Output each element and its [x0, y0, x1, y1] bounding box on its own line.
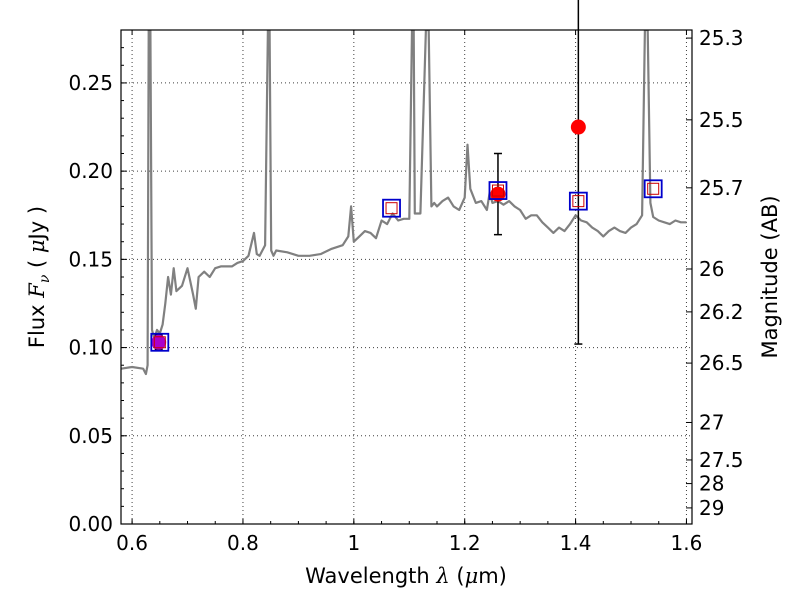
- y-tick-label: 0.15: [68, 247, 113, 271]
- y-tick-label: 0.00: [68, 512, 113, 536]
- x-tick-label: 1.6: [671, 531, 703, 555]
- mag-tick-label: 27.5: [699, 448, 744, 472]
- mag-tick-label: 26.5: [699, 351, 744, 375]
- mag-tick-label: 28: [699, 472, 724, 496]
- mag-tick-label: 25.7: [699, 176, 744, 200]
- model-photometry-square: [382, 198, 401, 218]
- plot-area: [121, 30, 687, 376]
- y-tick-label: 0.20: [68, 159, 113, 183]
- mag-tick-label: 27: [699, 410, 724, 434]
- y-tick-label: 0.10: [68, 336, 113, 360]
- observed-point: [151, 334, 167, 350]
- model-photometry-inner-square: [572, 195, 585, 208]
- model-photometry-inner-square: [385, 202, 398, 215]
- model-photometry-square: [150, 332, 170, 352]
- model-photometry-square: [488, 181, 508, 200]
- y-axis-label: Flux Fν ( μJy ): [25, 206, 53, 348]
- observed-point: [570, 119, 586, 135]
- observed-point: [490, 186, 506, 202]
- axis-ticks: 0.6 0.8 1 1.2 1.4 1.6 0.00 0.05 0.10 0.15 0.20 0.25…: [68, 26, 743, 555]
- model-photometry-inner-square: [153, 336, 166, 349]
- x-tick-label: 0.8: [227, 531, 259, 555]
- grid-lines: [121, 30, 692, 525]
- model-photometry-inner-square: [491, 184, 504, 197]
- x-axis-label: Wavelength λ (μm): [305, 564, 507, 588]
- mag-tick-label: 26: [699, 257, 724, 281]
- y-tick-label: 0.25: [68, 71, 113, 95]
- model-photometry-square: [643, 179, 663, 199]
- x-tick-label: 1.2: [449, 531, 481, 555]
- model-spectrum-line: [121, 30, 687, 376]
- model-photometry-inner-square: [647, 182, 660, 195]
- y-tick-label: 0.05: [68, 424, 113, 448]
- x-tick-label: 0.6: [116, 531, 148, 555]
- error-bars: [150, 0, 663, 352]
- mag-tick-label: 29: [699, 496, 724, 520]
- mag-tick-label: 25.3: [699, 26, 744, 50]
- x-tick-label: 1: [347, 531, 360, 555]
- plot-frame: [120, 29, 693, 525]
- y2-axis-label: Magnitude (AB): [758, 195, 782, 358]
- x-tick-label: 1.4: [560, 531, 592, 555]
- model-photometry-square: [568, 191, 588, 211]
- mag-tick-label: 26.2: [699, 300, 744, 324]
- mag-tick-label: 25.5: [699, 108, 744, 132]
